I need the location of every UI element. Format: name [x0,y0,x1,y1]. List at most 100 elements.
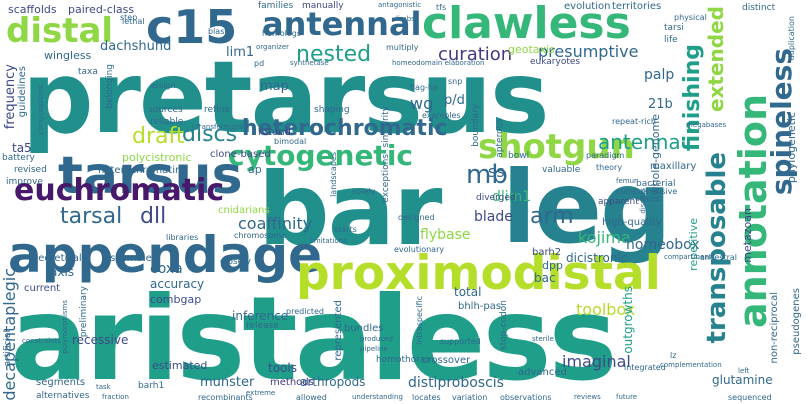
word-bundles: bundles [344,323,384,334]
word-sequenced: sequenced [728,393,772,402]
word-similarity: similarity [381,106,391,148]
word-compartment: compartment [664,253,712,261]
word-heterochromatic: heterochromatic [242,116,448,141]
word-ap: ap [248,163,262,176]
word-organizer: organizer [256,43,290,51]
word-tfs: tfs [436,3,447,12]
word-extended: extended [704,6,728,113]
word-appendage: appendage [8,226,323,284]
word-landscapes: landscapes [329,152,338,197]
word-axis: axis [50,265,75,279]
word-fraction: fraction [102,393,129,401]
word-proximodistal: proximodistal [296,246,661,301]
word-territories: territories [612,1,662,12]
word-boundary: boundary [471,104,481,147]
word-computational: computational [37,84,45,135]
word-distal: distal [6,11,114,51]
word-phylogenetic: phylogenetic [785,112,798,184]
word-ss: ss [488,162,505,181]
word-cytogenetic: cytogenetic [228,139,414,172]
word-presumptive: presumptive [538,42,639,61]
word-recessive: recessive [72,333,129,347]
word-advanced: advanced [518,367,567,378]
word-refine: refine [204,105,230,115]
word-locates: locates [412,393,441,402]
word-stop-codon: stop-codon [499,300,509,351]
word-apparent: apparent [598,197,639,207]
word-blade: blade [474,209,513,225]
word-exceptions: exceptions [381,154,391,203]
word-frequency: frequency [3,64,18,130]
word-bar: bar [258,151,442,268]
word-discs: discs [182,122,238,147]
word-battery: battery [2,153,35,163]
word-assembled: assembled [104,253,159,264]
word-segments: segments [36,377,86,388]
word-families: families [258,1,294,11]
word-limitations: limitations [310,237,347,245]
word-eukaryotes: eukaryotes [530,57,581,67]
word-maxillary: maxillary [650,161,697,172]
word-valuable: valuable [542,165,581,175]
word-accuracy: accuracy [150,277,205,291]
word-recombinants: recombinants [198,393,253,402]
word-21b: 21b [648,97,673,112]
word-life: life [664,35,678,45]
word-dlim1: dlim1 [492,189,532,205]
word-wingless: wingless [44,49,92,62]
word-dll: dll [140,204,167,229]
word-coaffinity: coaffinity [238,214,313,233]
word-blast: blast [208,27,228,36]
word-kojima: kojima [578,228,631,247]
word-variation: variation [452,393,488,402]
word-high-quality: high-quality [602,217,662,228]
word-megabases: megabases [686,121,727,129]
word-step: step [120,13,138,22]
word-sterile: sterile [532,335,554,343]
word-manually: manually [302,1,344,11]
word-physical: physical [674,13,707,22]
word-antenna: antenna [598,130,681,154]
word-theory: theory [596,163,623,172]
word-non-reciprocal: non-reciprocal [769,292,780,364]
word-starts: starts [334,225,357,234]
word-barh2: barh2 [532,247,562,258]
word-barh1: barh1 [138,381,165,391]
word-shared: shared [636,195,660,203]
word-artificial: artificial [3,330,13,367]
word-clone-based: clone-based [210,149,271,160]
word-tarsal: tarsal [60,204,123,229]
word-coxa: coxa [150,261,183,277]
word-revised: revised [14,165,47,175]
word-c15: c15 [146,0,238,54]
word-lz: lz [670,351,677,360]
word-mb: mb [466,160,508,190]
word-evolutionary: evolutionary [394,245,445,254]
word-methods: methods [270,377,314,388]
word-supported: supported [440,337,481,346]
word-dachshund: dachshund [100,39,172,54]
word-understanding: understanding [352,393,403,401]
word-belonging: belonging [105,64,115,109]
word-tarsi: tarsi [664,23,684,33]
word-reliable: reliable [150,117,184,127]
word-bacterial: bacterial [636,179,676,189]
word-outgrowths: outgrowths [621,286,635,354]
word-combgap: combgap [150,293,202,306]
word-apterous: apterous [495,118,505,158]
word-transformation: transformation [196,123,249,131]
word-arm: arm [530,204,574,229]
word-geotaxis: geotaxis [508,43,555,56]
word-reviews: reviews [574,393,601,401]
word-assign: assign [150,81,176,90]
word-observations: observations [500,393,552,402]
word-alternatives: alternatives [36,391,90,401]
word-munster: munster [200,375,255,390]
word-dicistronic: dicistronic [566,251,628,265]
word-designed: designed [398,213,435,222]
word-extreme: extreme [246,389,276,397]
word-homeobox: homeobox [626,237,700,253]
word-integrated: integrated [624,363,666,372]
word-preliminary: preliminary [79,286,89,338]
word-theoretical: theoretical [28,253,82,264]
